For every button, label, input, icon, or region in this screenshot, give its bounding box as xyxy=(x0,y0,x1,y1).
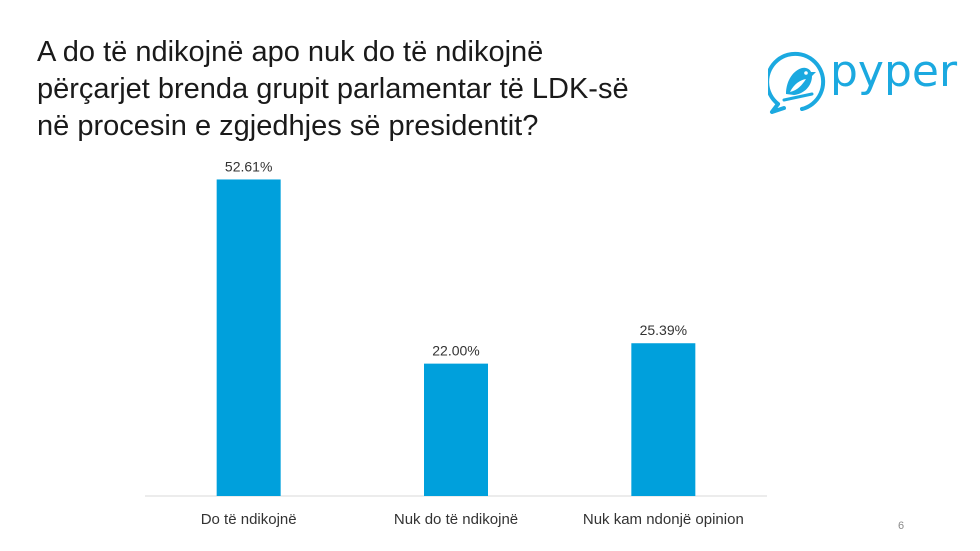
title-line-3: në procesin e zgjedhjes së presidentit? xyxy=(37,110,539,142)
bar-2 xyxy=(631,343,696,496)
category-label-2: Nuk kam ndonjë opinion xyxy=(583,511,744,528)
bird-logo-icon xyxy=(765,51,826,114)
brand-name: pyper xyxy=(830,46,958,97)
bar-0 xyxy=(216,179,281,496)
pyper-logo: pyper xyxy=(765,46,958,114)
title-line-1: A do të ndikojnë apo nuk do të ndikojnë xyxy=(37,36,544,68)
category-label-1: Nuk do të ndikojnë xyxy=(394,511,518,528)
data-label-0: 52.61% xyxy=(225,158,272,174)
bar-1 xyxy=(424,363,488,496)
page-number: 6 xyxy=(898,520,905,532)
slide-title: A do të ndikojnë apo nuk do të ndikojnë … xyxy=(37,34,757,145)
category-label-0: Do të ndikojnë xyxy=(201,511,297,528)
title-line-2: përçarjet brenda grupit parlamentar të L… xyxy=(37,73,629,105)
data-label-1: 22.00% xyxy=(432,343,479,359)
data-label-2: 25.39% xyxy=(640,322,687,338)
